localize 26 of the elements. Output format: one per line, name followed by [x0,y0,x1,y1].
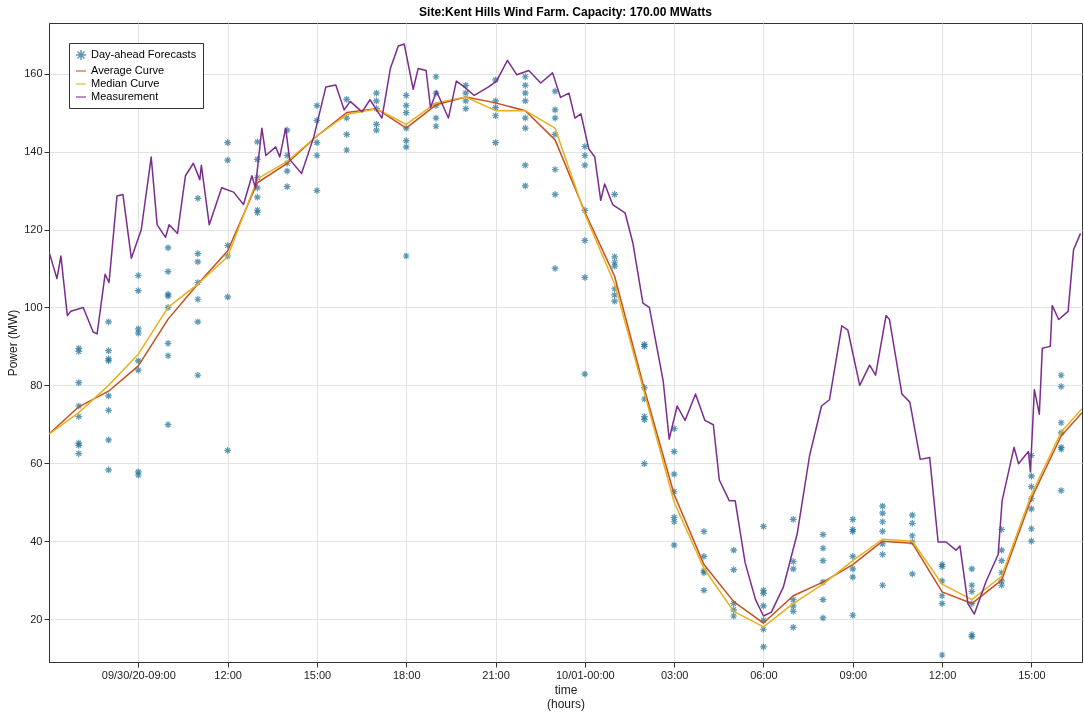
x-tick-label: 15:00 [1018,668,1046,681]
x-tick-label: 12:00 [214,668,242,681]
legend-label: Day-ahead Forecasts [91,48,197,60]
y-tick-label: 140 [24,145,43,158]
x-tick-label: 18:00 [392,668,421,681]
x-tick-label: 12:00 [928,668,957,681]
y-tick-label: 80 [30,378,43,391]
x-tick-label: 15:00 [303,668,332,681]
chart-title: Site:Kent Hills Wind Farm. Capacity: 170.00 MWatts [419,5,713,19]
y-tick-label: 60 [30,456,43,469]
x-tick-label: 09/30/20-09:00 [101,668,176,681]
x-tick-label: 21:00 [482,668,510,681]
y-tick-label: 160 [24,67,43,80]
x-tick-label: 03:00 [660,668,689,681]
y-axis-title: Power (MW) [6,309,21,377]
y-tick-label: 40 [30,534,43,547]
x-tick-label: 10/01-00:00 [555,668,615,681]
legend-label: Average Curve [91,64,165,76]
legend-label: Measurement [91,90,159,102]
y-tick-label: 120 [24,223,43,236]
legend-label: Median Curve [91,77,160,89]
x-tick-label: 09:00 [839,668,868,681]
x-axis-title: time (hours) [546,682,586,711]
y-tick-label: 20 [30,612,43,625]
y-tick-label: 100 [24,300,43,313]
x-tick-label: 06:00 [750,668,778,681]
